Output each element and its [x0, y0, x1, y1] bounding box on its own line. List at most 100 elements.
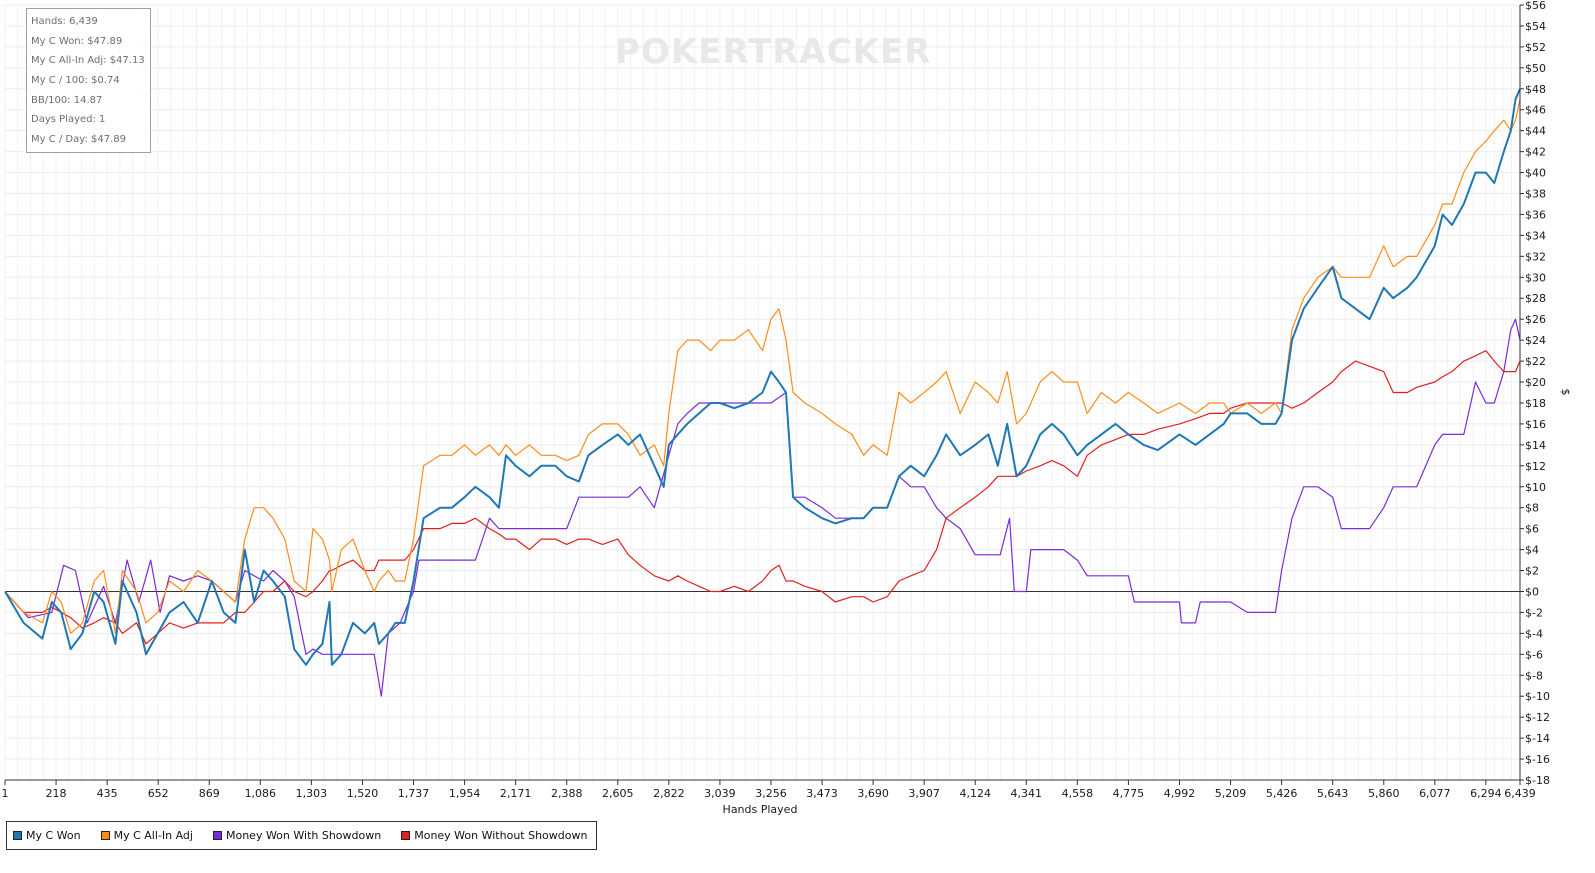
- legend-item-allin-adj[interactable]: My C All-In Adj: [100, 829, 193, 842]
- series-line-my-c-all-in-adj: [4, 99, 1521, 634]
- legend-label: Money Won Without Showdown: [414, 829, 588, 842]
- stat-per-day: My C / Day: $47.89: [31, 134, 126, 146]
- y-tick-label: $26: [1525, 313, 1546, 326]
- y-tick-label: $54: [1525, 20, 1546, 33]
- x-tick-label: 5,426: [1266, 787, 1298, 800]
- pokertracker-watermark: POKERTRACKER: [615, 32, 932, 72]
- x-tick-label: 2,388: [551, 787, 583, 800]
- x-tick-label: 3,690: [857, 787, 889, 800]
- y-tick-label: $52: [1525, 41, 1546, 54]
- y-tick-label: $10: [1525, 481, 1546, 494]
- x-tick-label: 3,907: [908, 787, 940, 800]
- x-tick-label: 5,643: [1317, 787, 1349, 800]
- stat-per-100: My C / 100: $0.74: [31, 75, 120, 87]
- y-tick-label: $16: [1525, 418, 1546, 431]
- x-tick-label: 1,086: [245, 787, 277, 800]
- y-tick-label: $50: [1525, 62, 1546, 75]
- stat-allin-adj: My C All-In Adj: $47.13: [31, 55, 145, 67]
- x-tick-label: 1,303: [296, 787, 328, 800]
- stat-days-played: Days Played: 1: [31, 114, 106, 126]
- y-tick-label: $28: [1525, 292, 1546, 305]
- x-tick-label: 2,171: [500, 787, 532, 800]
- legend-item-without-showdown[interactable]: Money Won Without Showdown: [401, 829, 587, 842]
- y-tick-label: $4: [1525, 544, 1539, 557]
- y-tick-label: $0: [1525, 585, 1539, 598]
- y-tick-label: $-4: [1525, 627, 1543, 640]
- stats-panel: Hands: 6,439 My C Won: $47.89 My C All-I…: [26, 8, 151, 153]
- stat-bb-per-100: BB/100: 14.87: [31, 94, 103, 106]
- y-tick-label: $42: [1525, 146, 1546, 159]
- x-tick-label: 3,473: [806, 787, 838, 800]
- x-tick-label: 2,605: [602, 787, 634, 800]
- y-tick-label: $-16: [1525, 753, 1550, 766]
- x-tick-label: 1,737: [398, 787, 430, 800]
- x-tick-label: 4,558: [1062, 787, 1094, 800]
- y-tick-label: $-2: [1525, 606, 1543, 619]
- x-tick-label: 1,954: [449, 787, 481, 800]
- stat-hands: Hands: 6,439: [31, 16, 98, 27]
- y-tick-label: $46: [1525, 104, 1546, 117]
- stat-won: My C Won: $47.89: [31, 35, 123, 47]
- y-tick-label: $48: [1525, 83, 1546, 96]
- chart-axes: 1 218 435 652 869 1,086 1,303 1,520 1,737 1,954 2,…: [2, 0, 1550, 800]
- x-tick-label: 5,860: [1368, 787, 1400, 800]
- x-tick-label: 435: [97, 787, 118, 800]
- legend-swatch: [13, 831, 22, 840]
- legend-swatch: [212, 831, 222, 840]
- y-tick-label: $20: [1525, 376, 1546, 389]
- x-tick-label: 652: [148, 787, 169, 800]
- x-tick-label: 4,992: [1164, 787, 1196, 800]
- y-tick-label: $2: [1525, 565, 1539, 578]
- y-tick-label: $32: [1525, 250, 1546, 263]
- x-tick-label: 6,077: [1419, 787, 1451, 800]
- y-tick-label: $30: [1525, 271, 1546, 284]
- chart-grid: [4, 4, 1520, 781]
- x-tick-label: 218: [46, 787, 67, 800]
- y-tick-label: $22: [1525, 355, 1546, 368]
- x-tick-label: 4,124: [959, 787, 991, 800]
- legend-label: My C Won: [26, 829, 81, 842]
- y-tick-label: $36: [1525, 208, 1546, 221]
- x-axis-title: Hands Played: [723, 803, 798, 816]
- y-tick-label: $-6: [1525, 648, 1543, 661]
- chart-legend: My C Won My C All-In Adj Money Won With …: [6, 821, 597, 850]
- x-tick-label: 3,256: [755, 787, 787, 800]
- y-tick-label: $8: [1525, 502, 1539, 515]
- legend-swatch: [100, 831, 110, 840]
- y-tick-label: $18: [1525, 397, 1546, 410]
- series-line-my-c-won: [4, 88, 1521, 666]
- x-tick-label: 4,341: [1011, 787, 1043, 800]
- x-tick-label: 5,209: [1215, 787, 1247, 800]
- chart-series: [4, 88, 1521, 697]
- y-tick-label: $24: [1525, 334, 1546, 347]
- y-tick-label: $-14: [1525, 732, 1550, 745]
- y-tick-label: $-12: [1525, 711, 1550, 724]
- x-tick-label: 1: [2, 787, 9, 800]
- x-tick-label: 869: [199, 787, 220, 800]
- y-tick-label: $34: [1525, 229, 1546, 242]
- x-tick-label: 6,294: [1470, 787, 1502, 800]
- legend-swatch: [401, 831, 411, 840]
- legend-label: My C All-In Adj: [113, 829, 193, 842]
- y-tick-label: $-10: [1525, 690, 1550, 703]
- y-tick-label: $6: [1525, 523, 1539, 536]
- x-tick-label: 3,039: [704, 787, 736, 800]
- y-tick-label: $40: [1525, 167, 1546, 180]
- y-tick-label: $14: [1525, 439, 1546, 452]
- series-line-money-won-without-showdown: [4, 350, 1521, 645]
- y-tick-label: $-8: [1525, 669, 1543, 682]
- legend-label: Money Won With Showdown: [225, 829, 382, 842]
- y-tick-label: $38: [1525, 188, 1546, 201]
- x-tick-label: 2,822: [653, 787, 685, 800]
- legend-item-with-showdown[interactable]: Money Won With Showdown: [212, 829, 382, 842]
- x-tick-label: 1,520: [347, 787, 379, 800]
- y-tick-label: $-18: [1525, 774, 1550, 787]
- x-tick-label: 4,775: [1113, 787, 1145, 800]
- y-tick-label: $56: [1525, 0, 1546, 12]
- y-axis-title: $: [1559, 389, 1572, 396]
- x-tick-label: 6,439: [1504, 787, 1536, 800]
- y-tick-label: $12: [1525, 460, 1546, 473]
- y-tick-label: $44: [1525, 125, 1546, 138]
- legend-item-my-c-won[interactable]: My C Won: [13, 829, 81, 842]
